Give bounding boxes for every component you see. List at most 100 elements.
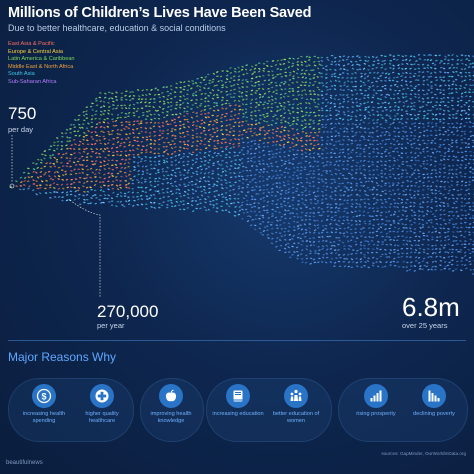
life-dot	[322, 211, 325, 213]
life-dot	[413, 63, 416, 65]
life-dot	[381, 131, 384, 134]
life-dot	[393, 77, 396, 79]
life-dot	[301, 185, 304, 188]
life-dot	[291, 212, 294, 214]
life-dot	[329, 80, 333, 83]
life-dot	[447, 243, 450, 245]
life-dot	[430, 91, 433, 94]
life-dot	[244, 194, 248, 197]
life-dot	[364, 176, 367, 179]
life-dot	[456, 164, 459, 167]
life-dot	[415, 181, 418, 184]
life-dot	[324, 227, 327, 230]
life-dot	[429, 101, 433, 104]
life-dot	[316, 195, 320, 197]
life-dot	[345, 168, 349, 170]
life-dot	[251, 189, 254, 192]
life-dot	[292, 70, 296, 73]
life-dot	[283, 247, 287, 250]
life-dot	[166, 111, 169, 113]
life-dot	[95, 126, 98, 129]
life-dot	[469, 171, 472, 173]
life-dot	[304, 114, 307, 117]
life-dot	[412, 105, 416, 107]
life-dot	[26, 180, 30, 182]
life-dot	[423, 167, 426, 169]
life-dot	[321, 126, 325, 128]
life-dot	[431, 151, 435, 154]
life-dot	[434, 265, 437, 268]
life-dot	[371, 161, 374, 163]
life-dot	[279, 219, 282, 221]
life-dot	[106, 125, 109, 128]
life-dot	[229, 104, 232, 107]
life-dot	[278, 232, 282, 234]
life-dot	[422, 248, 426, 251]
life-dot	[242, 197, 246, 199]
life-dot	[316, 134, 319, 137]
life-dot	[57, 166, 61, 169]
life-dot	[307, 114, 311, 117]
life-dot	[32, 189, 35, 192]
life-dot	[436, 88, 439, 91]
life-dot	[438, 118, 442, 121]
life-dot	[195, 132, 199, 135]
life-dot	[389, 249, 393, 251]
life-dot	[249, 203, 252, 206]
life-dot	[163, 159, 166, 162]
life-dot	[392, 222, 396, 224]
life-dot	[380, 79, 383, 82]
life-dot	[455, 217, 458, 220]
life-dot	[451, 259, 454, 262]
life-dot	[283, 155, 286, 158]
life-dot	[325, 65, 328, 68]
life-dot	[313, 139, 316, 142]
life-dot	[366, 194, 370, 197]
life-dot	[459, 123, 463, 125]
life-dot	[363, 254, 366, 256]
life-dot	[40, 161, 43, 164]
life-dot	[468, 78, 472, 81]
life-dot	[404, 147, 408, 149]
life-dot	[333, 249, 337, 251]
life-dot	[220, 179, 223, 182]
life-dot	[383, 101, 387, 104]
life-dot	[383, 106, 387, 109]
life-dot	[225, 165, 229, 168]
life-dot	[354, 89, 357, 91]
life-dot	[309, 250, 312, 252]
life-dot	[212, 105, 216, 108]
life-dot	[468, 208, 472, 211]
life-dot	[363, 256, 366, 259]
life-dot	[215, 203, 218, 205]
life-dot	[402, 266, 405, 268]
life-dot	[429, 54, 433, 56]
life-dot	[284, 217, 287, 220]
life-dot	[334, 56, 337, 59]
life-dot	[247, 127, 250, 130]
total-label: over 25 years	[402, 321, 448, 330]
life-dot	[27, 172, 30, 175]
life-dot	[268, 158, 271, 160]
life-dot	[463, 255, 467, 257]
life-dot	[379, 231, 383, 234]
life-dot	[120, 142, 123, 145]
life-dot	[98, 96, 102, 99]
life-dot	[376, 125, 379, 128]
life-dot	[183, 81, 186, 83]
life-dot	[451, 269, 455, 272]
life-dot	[401, 230, 404, 233]
life-dot	[261, 216, 265, 219]
life-dot	[275, 84, 278, 87]
life-dot	[372, 203, 376, 205]
life-dot	[162, 201, 165, 203]
life-dot	[320, 72, 323, 75]
life-dot	[102, 100, 106, 103]
life-dot	[337, 224, 341, 227]
life-dot	[212, 206, 215, 209]
life-dot	[209, 92, 212, 94]
life-dot	[49, 155, 52, 157]
life-dot	[174, 155, 177, 158]
life-dot	[78, 134, 81, 137]
life-dot	[259, 223, 262, 225]
